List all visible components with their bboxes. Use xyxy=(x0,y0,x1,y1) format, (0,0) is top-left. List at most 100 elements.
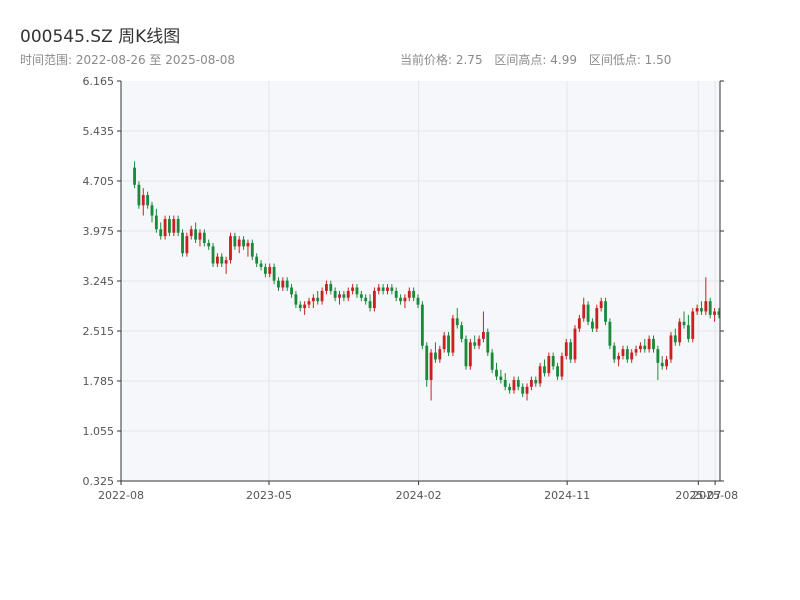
candle-down xyxy=(608,318,612,350)
candle-down xyxy=(176,215,180,237)
candle-body xyxy=(342,294,346,298)
candle-down xyxy=(490,349,494,374)
candle-body xyxy=(704,301,708,312)
candle-down xyxy=(154,208,158,233)
candle-down xyxy=(486,328,490,356)
candle-down xyxy=(194,222,198,243)
candle-up xyxy=(573,325,577,363)
candle-down xyxy=(390,284,394,295)
candle-down xyxy=(207,239,211,250)
candle-down xyxy=(612,342,616,363)
candle-body xyxy=(246,242,250,247)
candle-up xyxy=(451,314,455,356)
candle-up xyxy=(582,297,586,322)
candle-down xyxy=(150,201,154,223)
candle-body xyxy=(547,356,551,374)
candle-body xyxy=(451,318,455,353)
candle-body xyxy=(237,239,241,247)
candle-body xyxy=(516,379,520,387)
candles xyxy=(133,161,721,401)
candle-down xyxy=(146,191,150,209)
candle-down xyxy=(137,181,141,209)
candle-up xyxy=(438,345,442,363)
candle-up xyxy=(599,297,603,312)
candle-body xyxy=(242,239,245,247)
candle-body xyxy=(211,246,215,264)
candle-body xyxy=(425,345,429,380)
candle-body xyxy=(141,195,145,206)
candle-body xyxy=(599,301,603,309)
candle-body xyxy=(359,294,363,298)
candle-up xyxy=(237,236,241,254)
candle-down xyxy=(673,328,677,346)
candle-body xyxy=(582,304,586,319)
candle-body xyxy=(355,287,359,295)
candle-down xyxy=(625,345,629,363)
candle-down xyxy=(604,297,607,326)
candle-body xyxy=(189,229,193,237)
candle-up xyxy=(346,287,350,302)
candle-down xyxy=(250,239,254,261)
x-tick-label: 2023-05 xyxy=(246,489,292,502)
candle-down xyxy=(202,229,206,247)
candle-body xyxy=(577,318,581,329)
candle-down xyxy=(211,242,215,267)
candle-down xyxy=(495,362,498,380)
candle-down xyxy=(455,308,459,329)
candle-down xyxy=(368,294,372,312)
candle-body xyxy=(333,290,337,298)
candle-down xyxy=(364,294,368,305)
candle-down xyxy=(521,383,525,398)
candle-down xyxy=(399,294,402,305)
candle-body xyxy=(259,263,263,267)
candle-body xyxy=(176,219,180,233)
candle-up xyxy=(215,253,219,267)
candle-up xyxy=(691,308,695,343)
candle-up xyxy=(695,304,699,315)
y-tick-label: 1.055 xyxy=(83,425,115,438)
candle-body xyxy=(625,349,629,360)
candle-down xyxy=(181,229,184,257)
candle-up xyxy=(621,345,625,360)
candle-up xyxy=(141,188,145,216)
candle-body xyxy=(695,308,699,312)
candle-up xyxy=(185,232,189,257)
y-tick-label: 0.325 xyxy=(83,475,115,488)
candle-down xyxy=(586,301,590,326)
candle-down xyxy=(656,345,660,380)
candle-up xyxy=(529,376,533,391)
candle-body xyxy=(639,345,642,350)
candle-body xyxy=(538,366,542,384)
candle-body xyxy=(604,301,607,322)
candle-body xyxy=(381,287,385,291)
candle-up xyxy=(560,352,564,380)
candle-body xyxy=(455,318,459,326)
candle-down xyxy=(316,290,320,305)
candle-body xyxy=(434,352,437,360)
candle-down xyxy=(294,290,298,309)
candle-body xyxy=(303,304,307,309)
candle-down xyxy=(682,311,686,329)
candle-down xyxy=(359,290,363,302)
candle-up xyxy=(407,287,411,302)
candle-body xyxy=(682,321,686,326)
candle-up xyxy=(617,352,621,367)
candle-up xyxy=(669,332,673,363)
candle-body xyxy=(329,284,333,291)
candle-body xyxy=(316,297,320,302)
candle-body xyxy=(377,287,381,291)
candle-body xyxy=(447,335,450,353)
candle-up xyxy=(163,215,167,240)
candle-down xyxy=(503,373,507,391)
candle-body xyxy=(490,352,494,370)
candle-up xyxy=(468,338,472,370)
candle-up xyxy=(224,256,228,274)
x-tick-label: 2022-08 xyxy=(98,489,144,502)
candle-body xyxy=(586,304,590,322)
candle-body xyxy=(399,297,402,302)
candle-down xyxy=(159,222,163,240)
candle-body xyxy=(438,349,442,360)
candle-body xyxy=(207,242,211,247)
candle-body xyxy=(311,297,315,302)
candle-down xyxy=(381,284,385,295)
